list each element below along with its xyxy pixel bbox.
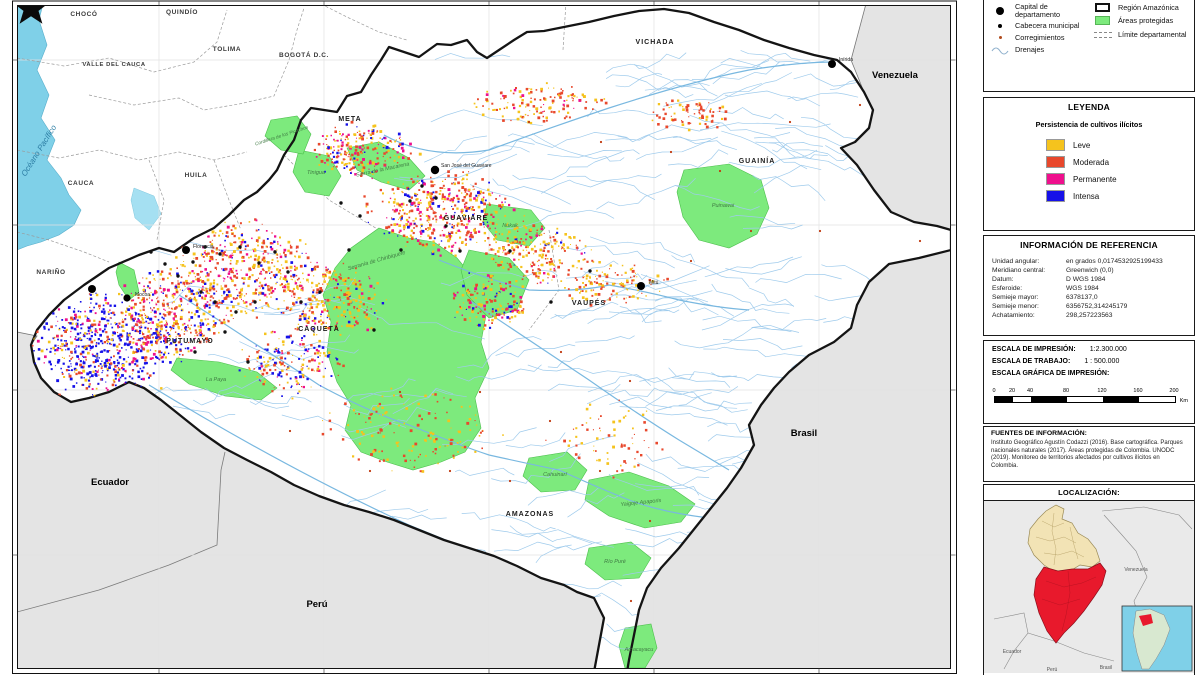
capital-dot-icon <box>990 6 1010 15</box>
permanente-color-chip <box>1046 173 1065 185</box>
leyenda-box: LEYENDA Persistencia de cultivos ilícito… <box>983 97 1195 231</box>
pa-yaigoje-label: Yaigoje Apaporis <box>620 498 662 508</box>
ref-row: Meridiano central: Greenwich (0,0) <box>992 267 1114 275</box>
pa-puinawai-label: Puinawai <box>712 203 735 209</box>
symbol-cabecera-label: Cabecera municipal <box>1015 21 1080 31</box>
dept-narino: NARIÑO <box>36 267 65 276</box>
country-brasil-label: Brasil <box>791 428 817 439</box>
fuentes-box: FUENTES DE INFORMACIÓN: Instituto Geográ… <box>983 426 1195 482</box>
escala-box: ESCALA DE IMPRESIÓN: 1:2.300.000 ESCALA D… <box>983 340 1195 424</box>
leyenda-title: LEYENDA <box>1067 102 1111 112</box>
dept-cauca: CAUCA <box>68 180 94 187</box>
symbol-areas-label: Áreas protegidas <box>1117 15 1174 25</box>
dept-valle: VALLE DEL CAUCA <box>82 62 145 68</box>
frame-ticks <box>12 1 956 673</box>
localizacion-title: LOCALIZACIÓN: <box>984 485 1194 501</box>
pa-cahuinari-label: Cahuinarí <box>543 472 567 478</box>
inset-peru-label: Perú <box>1047 667 1058 673</box>
scale-bar: 0 20 40 80 120 160 200 Km <box>992 388 1188 404</box>
ref-row: Semieje menor: 6356752,314245179 <box>992 303 1128 311</box>
moderada-color-chip <box>1046 156 1065 168</box>
fuentes-title: FUENTES DE INFORMACIÓN: <box>991 430 1087 437</box>
symbol-region-label: Región Amazónica <box>1117 2 1179 12</box>
country-venezuela-label: Venezuela <box>872 70 919 81</box>
escala-trabajo-label: ESCALA DE TRABAJO: <box>992 358 1071 365</box>
scale-unit: Km <box>1179 398 1188 404</box>
escala-grafica-label: ESCALA GRÁFICA DE IMPRESIÓN: <box>992 370 1110 377</box>
fuentes-text: Instituto Geográfico Agustín Codazzi (20… <box>991 440 1183 469</box>
settlement-dots <box>88 60 922 603</box>
capital-sanjose-label: San José del Guaviare <box>441 163 492 169</box>
amazon-region-swatch-icon <box>1093 3 1113 12</box>
protected-area-swatch-icon <box>1093 16 1113 25</box>
dept-huila: HUILA <box>185 172 208 179</box>
pa-amacayacu-label: Amacayacu <box>624 647 654 653</box>
coastal-bay <box>130 187 162 231</box>
leve-color-chip <box>1046 139 1065 151</box>
ref-row: Achatamiento: 298,257223563 <box>992 312 1113 320</box>
intensa-color-chip <box>1046 190 1065 202</box>
escala-trabajo-value: 1 : 500.000 <box>1084 358 1120 365</box>
symbol-corregimientos-label: Corregimientos <box>1015 32 1065 42</box>
inset-brasil-label: Brasil <box>1100 665 1113 671</box>
corregimiento-dot-icon <box>990 36 1010 40</box>
dept-guaviare: GUAVIARE <box>444 215 488 222</box>
dept-amazonas: AMAZONAS <box>506 511 554 518</box>
legend-item-intensa: Intensa <box>1046 190 1194 202</box>
dept-bogota: BOGOTÁ D.C. <box>279 50 329 59</box>
dept-quindio: QUINDÍO <box>166 7 198 16</box>
drainage-icon <box>990 46 1010 55</box>
pa-lapaya-label: La Paya <box>206 377 226 383</box>
south-america-inset <box>1121 605 1193 672</box>
dept-guainia: GUAINÍA <box>739 156 776 165</box>
legend-item-leve: Leve <box>1046 139 1194 151</box>
main-map[interactable]: Océano Pacífico CHOCÓ QUINDÍO TOLIMA BOG… <box>0 0 975 675</box>
symbol-capital-label: Capital de departamento <box>1015 2 1061 19</box>
capital-inirida-label: Inírida <box>839 57 853 63</box>
ref-row: Esferoide: WGS 1984 <box>992 285 1099 293</box>
legend-item-moderada: Moderada <box>1046 156 1194 168</box>
capital-mocoa-label: Mocoa <box>135 292 150 298</box>
illicit-crops-layer <box>31 82 728 479</box>
protected-areas <box>115 115 770 668</box>
country-peru-label: Perú <box>306 599 327 610</box>
dept-meta: META <box>338 116 361 123</box>
dept-putumayo: PUTUMAYO <box>166 338 213 345</box>
referencia-box: INFORMACIÓN DE REFERENCIA Unidad angular… <box>983 235 1195 336</box>
referencia-title: INFORMACIÓN DE REFERENCIA <box>1020 240 1158 250</box>
localizacion-box: LOCALIZACIÓN: <box>983 484 1195 675</box>
dept-vichada: VICHADA <box>636 39 675 46</box>
ref-row: Semieje mayor: 6378137,0 <box>992 294 1098 302</box>
north-star-icon <box>18 6 45 24</box>
department-limit-icon <box>1093 29 1113 40</box>
dept-vaupes: VAUPÉS <box>572 298 606 307</box>
localizacion-map: Venezuela Ecuador Perú Brasil <box>984 501 1194 673</box>
dept-caqueta: CAQUETÁ <box>298 324 340 333</box>
symbol-limite-label: Límite departamental <box>1117 29 1187 39</box>
escala-impresion-value: 1:2.300.000 <box>1089 346 1127 353</box>
capital-florencia-label: Florencia <box>193 244 214 250</box>
country-ecuador-label: Ecuador <box>91 477 129 488</box>
dept-choco: CHOCÓ <box>70 9 97 18</box>
capital-mitu-label: Mitú <box>649 280 659 286</box>
ref-row: Datum: D WGS 1984 <box>992 276 1106 284</box>
cabecera-dot-icon <box>990 24 1010 29</box>
pa-nukak-label: Nukak <box>502 223 518 229</box>
symbols-box: Capital de departamento Cabecera municip… <box>983 0 1195 92</box>
symbol-drenajes-label: Drenajes <box>1015 45 1045 55</box>
pa-riopure-label: Río Puré <box>604 559 626 565</box>
escala-impresion-label: ESCALA DE IMPRESIÓN: <box>992 346 1076 353</box>
map-frame <box>12 0 957 674</box>
ref-row: Unidad angular: en grados 0,0174532925199… <box>992 258 1163 265</box>
dept-tolima: TOLIMA <box>213 46 241 53</box>
legend-panel: Capital de departamento Cabecera municip… <box>978 0 1200 675</box>
inset-venezuela-label: Venezuela <box>1124 567 1148 573</box>
pacific-ocean <box>18 6 82 250</box>
leyenda-subtitle: Persistencia de cultivos ilícitos <box>1035 120 1143 129</box>
inset-ecuador-label: Ecuador <box>1003 649 1022 655</box>
pa-tinigua-label: Tinigua <box>307 170 325 176</box>
legend-item-permanente: Permanente <box>1046 173 1194 185</box>
